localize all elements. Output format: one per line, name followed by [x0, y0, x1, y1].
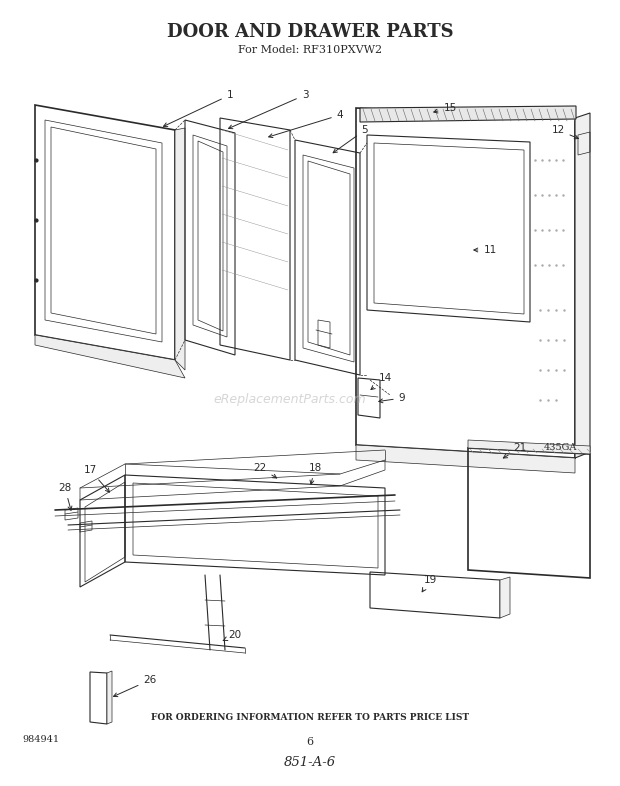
Text: 3: 3	[229, 90, 308, 129]
Text: FOR ORDERING INFORMATION REFER TO PARTS PRICE LIST: FOR ORDERING INFORMATION REFER TO PARTS …	[151, 714, 469, 722]
Polygon shape	[500, 577, 510, 618]
Text: DOOR AND DRAWER PARTS: DOOR AND DRAWER PARTS	[167, 23, 453, 41]
Text: 15: 15	[434, 103, 456, 113]
Text: 22: 22	[254, 463, 277, 478]
Text: 6: 6	[306, 737, 314, 747]
Text: 851-A-6: 851-A-6	[284, 755, 336, 769]
Polygon shape	[360, 106, 576, 122]
Text: 984941: 984941	[22, 736, 59, 744]
Polygon shape	[35, 335, 185, 378]
Text: 9: 9	[379, 393, 405, 403]
Text: 20: 20	[223, 630, 242, 641]
Text: 435GA: 435GA	[543, 443, 577, 453]
Text: 4: 4	[268, 110, 343, 138]
Text: 12: 12	[551, 125, 578, 139]
Text: For Model: RF310PXVW2: For Model: RF310PXVW2	[238, 45, 382, 55]
Polygon shape	[175, 128, 185, 370]
Polygon shape	[356, 445, 575, 473]
Text: 18: 18	[308, 463, 322, 484]
Text: 17: 17	[83, 465, 110, 492]
Text: 5: 5	[333, 125, 368, 152]
Text: 14: 14	[371, 373, 392, 390]
Text: 21: 21	[503, 443, 526, 458]
Polygon shape	[468, 440, 590, 454]
Text: 1: 1	[164, 90, 233, 127]
Text: 11: 11	[474, 245, 497, 255]
Text: 19: 19	[422, 575, 436, 592]
Text: 28: 28	[58, 483, 72, 510]
Text: 26: 26	[113, 675, 157, 696]
Text: eReplacementParts.com: eReplacementParts.com	[214, 394, 366, 406]
Polygon shape	[107, 671, 112, 724]
Polygon shape	[575, 113, 590, 458]
